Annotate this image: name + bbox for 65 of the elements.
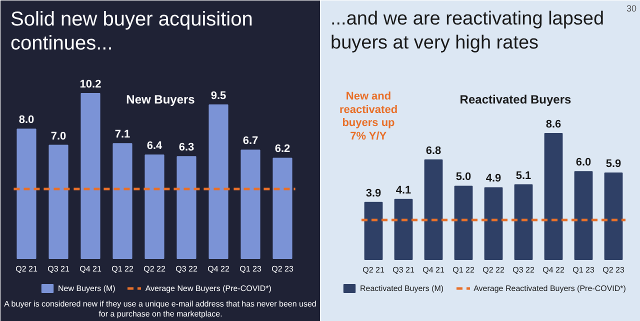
text: A buyer is considered new if they use a unique e-mail address that has never been used for a purchase on the marketplace. xyxy=(4,300,316,318)
legend-label: Reactivated Buyers (M) xyxy=(360,284,444,292)
bar xyxy=(144,154,164,259)
x-tick-label: Q3 22 xyxy=(512,266,535,274)
bar xyxy=(604,172,623,260)
data-label: 9.5 xyxy=(210,90,226,102)
data-label: 3.9 xyxy=(366,187,382,200)
x-tick-label: Q2 21 xyxy=(362,266,385,274)
data-label: 4.1 xyxy=(396,184,412,196)
data-label: 5.1 xyxy=(516,170,532,182)
chart-title: ...and we are reactivating lapsed buyers at very high rates xyxy=(330,8,604,54)
data-label: 10.2 xyxy=(80,78,102,90)
data-label: 6.0 xyxy=(576,156,592,169)
legend-label: Average New Buyers (Pre-COVID*) xyxy=(145,284,272,292)
bar xyxy=(574,171,593,260)
chart-title: Solid new buyer acquisition continues... xyxy=(10,8,253,54)
x-tick-label: Q2 22 xyxy=(482,266,505,274)
bar xyxy=(484,187,503,260)
x-tick-label: Q1 22 xyxy=(452,266,475,274)
bar xyxy=(394,198,413,260)
chart-subtitle: New Buyers xyxy=(126,92,196,106)
x-tick-label: Q2 21 xyxy=(16,264,38,274)
bar xyxy=(176,156,196,259)
x-tick-label: Q1 22 xyxy=(112,264,134,274)
x-tick-label: Q4 21 xyxy=(422,266,445,274)
data-label: 4.9 xyxy=(486,172,502,185)
x-tick-label: Q4 22 xyxy=(208,264,230,274)
bar xyxy=(514,184,533,260)
data-label: 6.2 xyxy=(274,143,290,156)
data-label: 5.9 xyxy=(606,158,622,170)
x-tick-label: Q2 22 xyxy=(144,264,166,274)
legend-label: Average Reactivated Buyers (Pre-COVID*) xyxy=(474,284,626,292)
bar xyxy=(272,158,292,259)
data-label: 8.0 xyxy=(18,114,34,126)
x-tick-label: Q1 23 xyxy=(240,264,262,274)
annotation: New and reactivated buyers up 7% Y/Y xyxy=(339,90,398,142)
bar xyxy=(80,93,100,259)
bar xyxy=(112,143,132,259)
data-label: 8.6 xyxy=(546,118,562,130)
x-tick-label: Q2 23 xyxy=(272,264,294,274)
bar xyxy=(16,128,36,259)
x-tick-label: Q1 23 xyxy=(572,266,595,274)
x-tick-label: Q3 21 xyxy=(392,266,415,274)
x-tick-label: Q2 23 xyxy=(602,266,625,274)
data-label: 5.0 xyxy=(456,171,472,184)
bar xyxy=(424,159,443,260)
bar xyxy=(240,150,260,259)
bar xyxy=(454,186,473,260)
bar xyxy=(364,202,383,260)
x-tick-label: Q4 22 xyxy=(542,266,565,274)
data-label: 7.1 xyxy=(114,128,130,141)
data-label: 6.3 xyxy=(178,142,194,154)
data-label: 7.0 xyxy=(50,130,66,142)
bar xyxy=(48,144,68,259)
data-label: 6.4 xyxy=(146,140,164,152)
bar xyxy=(208,104,228,259)
data-label: 6.7 xyxy=(242,135,258,148)
x-tick-label: Q4 21 xyxy=(80,264,102,274)
bar xyxy=(544,133,563,260)
chart-subtitle: Reactivated Buyers xyxy=(460,92,572,106)
x-tick-label: Q3 22 xyxy=(176,264,198,274)
text: 30 xyxy=(626,4,637,14)
legend-label: New Buyers (M) xyxy=(58,284,116,292)
x-tick-label: Q3 21 xyxy=(48,264,70,274)
data-label: 6.8 xyxy=(426,144,442,157)
